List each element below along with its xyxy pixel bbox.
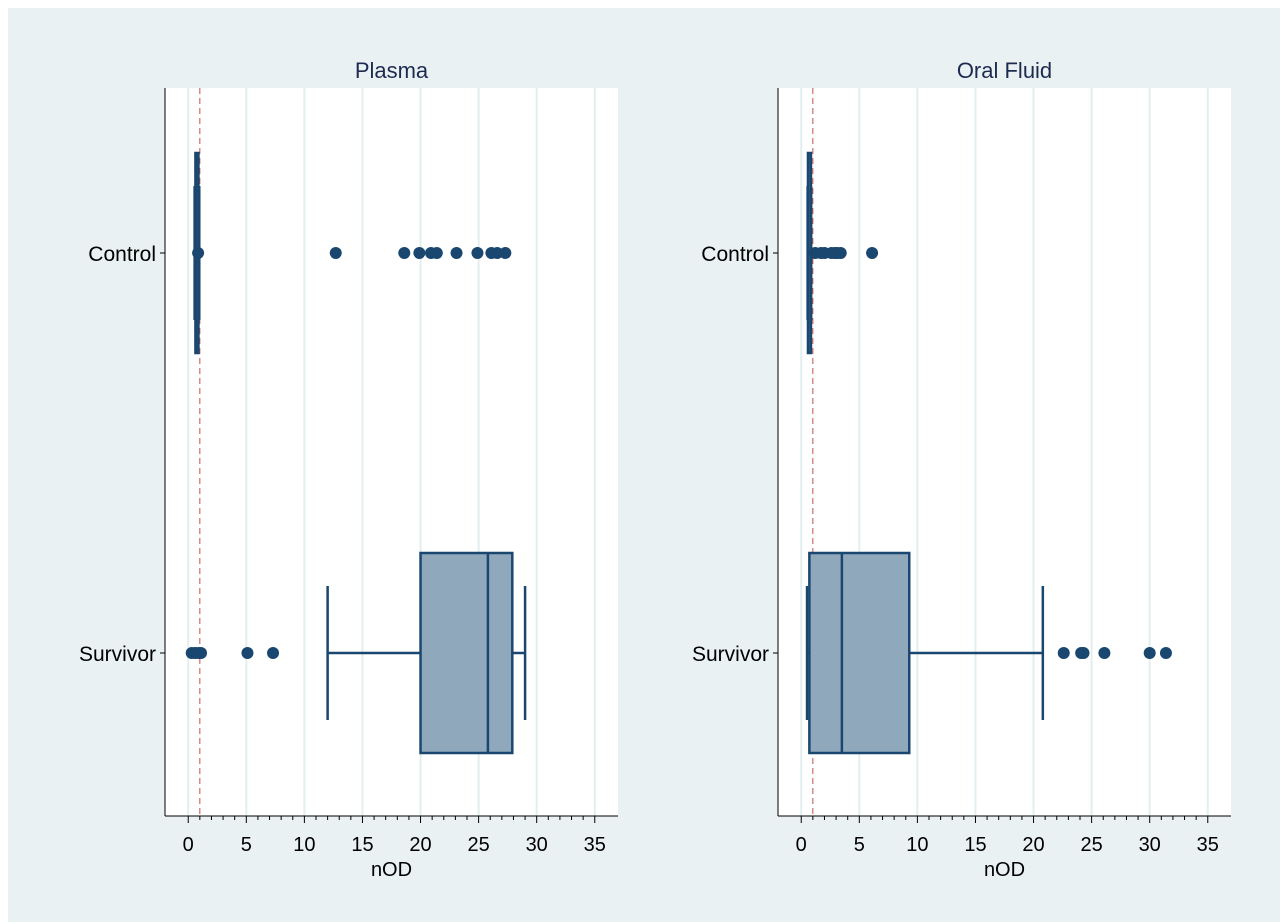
outlier-point [499, 247, 512, 259]
y-tick-label: Survivor [692, 643, 769, 666]
y-tick-labels: Control Survivor [79, 243, 165, 666]
x-tick-label: 20 [409, 834, 431, 856]
x-tick-label: 0 [796, 834, 807, 856]
gridlines [187, 88, 596, 816]
outlier-point [430, 247, 443, 259]
x-tick-label: 15 [964, 834, 986, 856]
outlier-point [1077, 647, 1090, 659]
outlier-point [1098, 647, 1111, 659]
x-axis-label: nOD [984, 859, 1025, 881]
x-tick-label: 10 [293, 834, 315, 856]
boxes [805, 151, 1172, 755]
panel-title: Oral Fluid [957, 58, 1052, 83]
boxes [185, 151, 527, 755]
outlier-point [329, 247, 342, 259]
x-axis-label: nOD [371, 859, 412, 881]
outlier-point [1159, 647, 1172, 659]
x-tick-label: 10 [906, 834, 928, 856]
outlier-point [413, 247, 426, 259]
x-tick-label: 5 [241, 834, 252, 856]
x-tick-label: 35 [1197, 834, 1219, 856]
outlier-point [450, 247, 463, 259]
x-ticks: 0 5 10 15 20 25 30 35 [183, 816, 606, 856]
x-tick-label: 0 [183, 834, 194, 856]
y-tick-labels: Control Survivor [692, 243, 778, 666]
y-tick-label: Control [701, 243, 769, 266]
box-control [192, 151, 512, 355]
panel-title: Plasma [355, 58, 429, 83]
outlier-point [398, 247, 411, 259]
panel-oral-fluid: 0 5 10 15 20 25 30 35 Control Survivor Oral Flui… [692, 58, 1231, 881]
outlier-point [471, 247, 484, 259]
outlier-point [267, 647, 280, 659]
x-tick-label: 15 [351, 834, 373, 856]
box-survivor [805, 551, 1172, 755]
iqr-box [419, 551, 514, 755]
x-ticks: 0 5 10 15 20 25 30 35 [796, 816, 1219, 856]
outlier-point [834, 247, 847, 259]
box-survivor [185, 551, 527, 755]
x-tick-label: 5 [854, 834, 865, 856]
box-control [806, 151, 879, 355]
x-tick-label: 25 [467, 834, 489, 856]
outlier-point [866, 247, 879, 259]
outlier-point [195, 647, 208, 659]
outlier-point [192, 247, 205, 259]
x-tick-label: 20 [1022, 834, 1044, 856]
x-tick-label: 25 [1080, 834, 1102, 856]
plot-area [165, 88, 618, 816]
panel-plasma: 0 5 10 15 20 25 30 35 Control Survivor Plasma nO… [79, 58, 618, 881]
outlier-point [1143, 647, 1156, 659]
y-tick-label: Control [88, 243, 156, 266]
x-tick-label: 30 [1139, 834, 1161, 856]
x-tick-label: 35 [584, 834, 606, 856]
y-tick-label: Survivor [79, 643, 156, 666]
outlier-point [241, 647, 254, 659]
x-tick-label: 30 [526, 834, 548, 856]
iqr-box [808, 551, 911, 755]
outlier-point [1057, 647, 1070, 659]
